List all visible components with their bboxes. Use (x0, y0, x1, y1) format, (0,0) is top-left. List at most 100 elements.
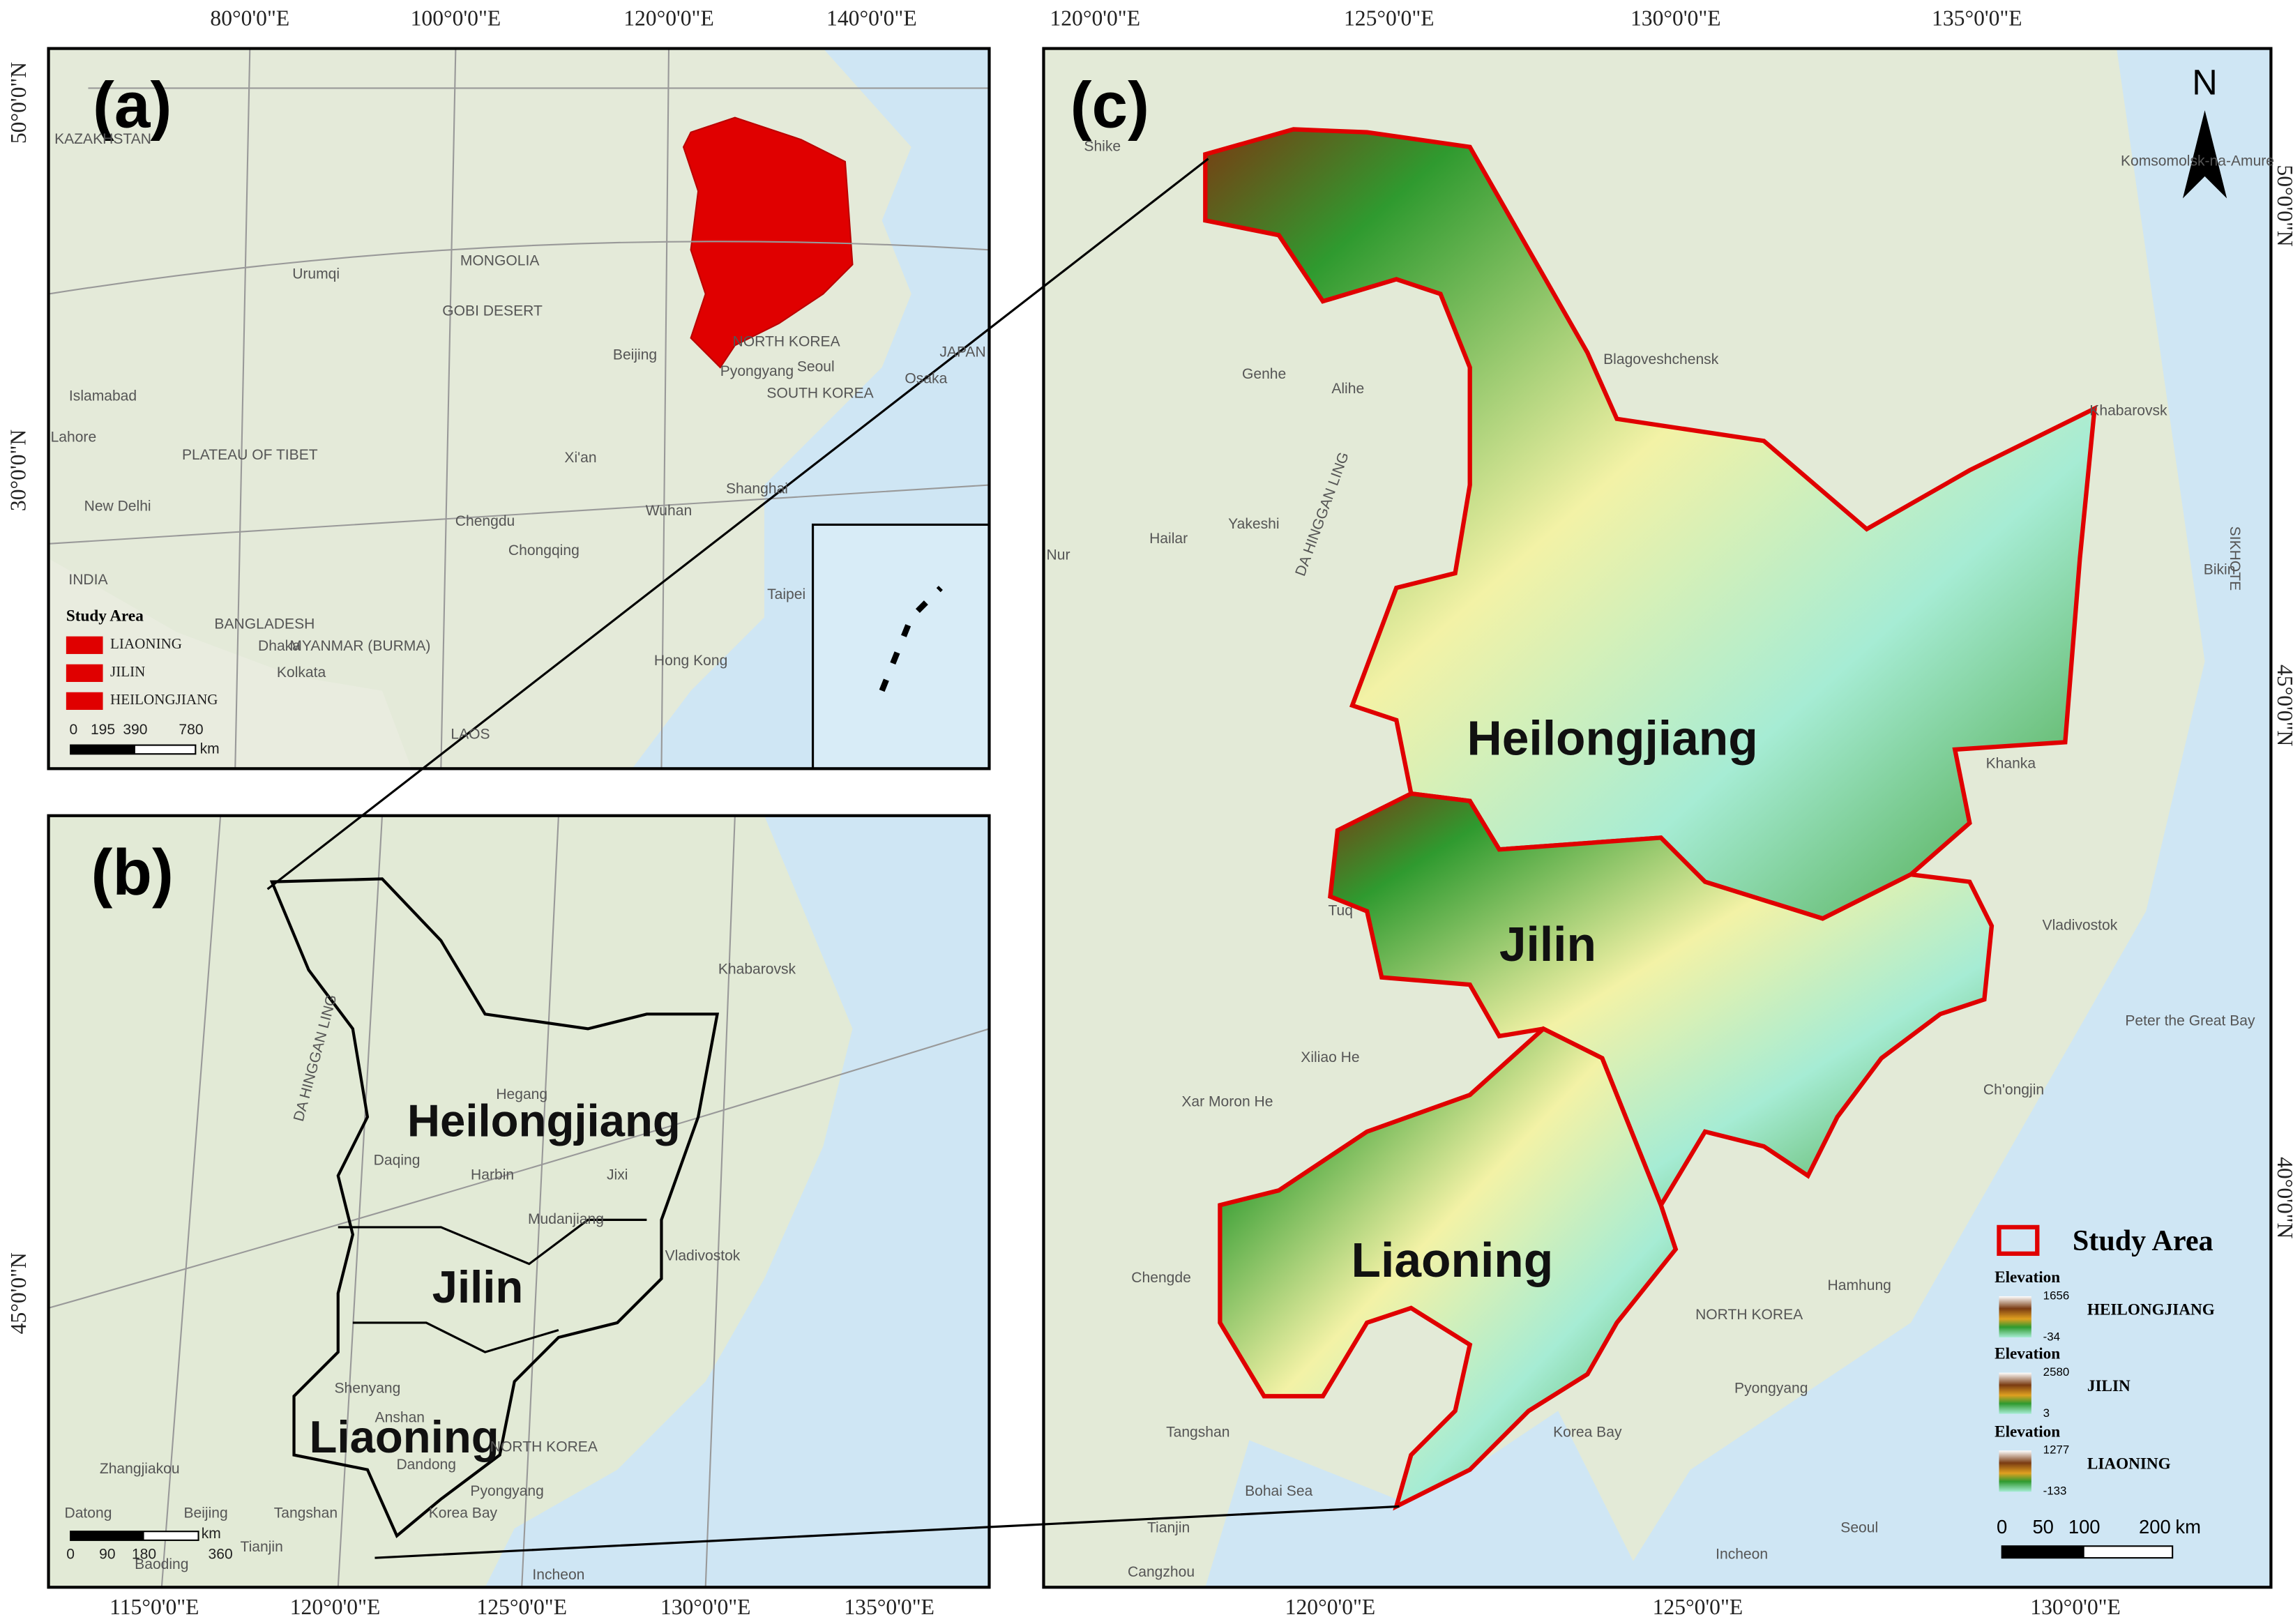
place-label: Kolkata (277, 665, 326, 681)
legend-title: Study Area (66, 607, 144, 625)
place-label: NORTH KOREA (490, 1439, 598, 1455)
lat-tick-label: 40°0'0"N (2273, 1157, 2293, 1238)
place-label: SOUTH KOREA (766, 385, 873, 401)
place-label: Ch'ongjin (1983, 1082, 2044, 1098)
place-label: Yakeshi (1228, 516, 1279, 532)
legend-swatch (66, 692, 103, 711)
legend-max: 2580 (2043, 1365, 2070, 1379)
lon-tick-label: 130°0'0"E (660, 1595, 751, 1619)
place-label: Anshan (375, 1409, 425, 1425)
place-label: Shike (1084, 138, 1121, 154)
place-label: Komsomolsk-na-Amure (2121, 153, 2274, 169)
legend-swatch (1997, 1224, 2040, 1257)
place-label: Peter the Great Bay (2125, 1012, 2255, 1029)
panel-label: (c) (1070, 69, 1149, 142)
place-label: Bikin (2204, 561, 2236, 577)
legend-swatch (66, 636, 103, 654)
legend-min: -34 (2043, 1330, 2060, 1343)
place-label: Khanka (1986, 756, 2036, 772)
place-label: Mudanjiang (528, 1211, 604, 1227)
lon-tick-label: 135°0'0"E (1932, 6, 2022, 31)
place-label: Khabarovsk (2089, 403, 2167, 419)
place-label: Shanghai (726, 480, 788, 496)
lon-tick-label: 125°0'0"E (1653, 1595, 1743, 1619)
scale-label: 0 (1997, 1516, 2007, 1538)
place-label: Osaka (905, 370, 947, 386)
scale-bar (70, 1531, 144, 1540)
legend-ramp (1999, 1450, 2031, 1492)
lat-tick-label: 45°0'0"N (2273, 665, 2293, 746)
legend-item: JILIN (110, 663, 145, 680)
place-label: Beijing (183, 1505, 227, 1521)
legend-subtitle: Elevation (1995, 1345, 2060, 1363)
lat-tick-label: 45°0'0"N (6, 1252, 31, 1334)
legend-ramp (1999, 1372, 2031, 1414)
place-label: Pyongyang (1734, 1380, 1808, 1396)
lat-tick-label: 50°0'0"N (2273, 165, 2293, 246)
scale-unit: km (2175, 1516, 2201, 1538)
place-label: Genhe (1242, 366, 1286, 382)
legend-item: JILIN (2087, 1377, 2131, 1395)
place-label: Hailar (1149, 531, 1188, 547)
place-label: Urumqi (292, 266, 340, 282)
north-label: N (2192, 63, 2218, 103)
panel-a-map (48, 48, 990, 769)
place-label: Korea Bay (1553, 1425, 1622, 1441)
scale-label: 0 (70, 722, 78, 738)
place-label: Hamhung (1828, 1277, 1891, 1293)
lat-tick-label: 50°0'0"N (6, 62, 31, 144)
legend-subtitle: Elevation (1995, 1268, 2060, 1287)
connector-line (266, 158, 1400, 1559)
panel-c-frame (1042, 47, 2273, 1589)
place-label: Blagoveshchensk (1603, 351, 1719, 367)
scale-bar (70, 745, 135, 754)
place-label: Wuhan (646, 503, 692, 519)
lon-tick-label: 130°0'0"E (1630, 6, 1721, 31)
lon-tick-label: 140°0'0"E (826, 6, 917, 31)
lon-tick-label: 125°0'0"E (476, 1595, 567, 1619)
scale-bar (2001, 1546, 2084, 1558)
place-label: Pyongyang (720, 363, 794, 379)
scale-label: 390 (123, 722, 147, 738)
place-label: Harbin (471, 1167, 514, 1183)
panel-c-map (1043, 48, 2271, 1588)
place-label: Tangshan (1166, 1425, 1229, 1441)
place-label: Islamabad (69, 388, 137, 404)
place-label: Tangshan (274, 1505, 338, 1521)
lon-tick-label: 130°0'0"E (2030, 1595, 2121, 1619)
legend-swatch (66, 664, 103, 682)
place-label: NORTH KOREA (733, 334, 840, 350)
place-label: BANGLADESH (214, 616, 315, 632)
place-label: New Delhi (84, 499, 151, 515)
place-label: Datong (65, 1505, 112, 1521)
place-label: Seoul (1840, 1520, 1878, 1536)
legend-ramp (1999, 1296, 2031, 1337)
place-label: Xi'an (564, 450, 596, 466)
place-label: Dhaka (258, 638, 301, 654)
place-label: Incheon (532, 1567, 584, 1583)
lon-tick-label: 120°0'0"E (1050, 6, 1140, 31)
place-label: MYANMAR (BURMA) (289, 638, 430, 654)
place-label: Bohai Sea (1245, 1483, 1312, 1499)
panel-a-frame (47, 47, 991, 771)
north-arrow (2182, 110, 2227, 199)
lon-tick-label: 120°0'0"E (623, 6, 714, 31)
lon-tick-label: 125°0'0"E (1344, 6, 1435, 31)
panel-label: (a) (93, 69, 172, 142)
place-label: Korea Bay (429, 1505, 498, 1521)
place-label: Chongqing (508, 542, 580, 559)
legend-title: Study Area (2073, 1224, 2213, 1257)
place-label: Alihe (1331, 381, 1364, 397)
place-label: KAZAKHSTAN (54, 131, 151, 147)
place-label: Dandong (396, 1457, 456, 1473)
place-label: Lahore (51, 430, 97, 446)
legend-max: 1656 (2043, 1289, 2070, 1302)
place-label: Xar Moron He (1181, 1093, 1273, 1109)
place-label: Tianjin (1147, 1520, 1190, 1536)
place-label: PLATEAU OF TIBET (182, 447, 318, 463)
scale-label: 780 (179, 722, 203, 738)
scale-label: 50 (2032, 1516, 2053, 1538)
place-label: NORTH KOREA (1695, 1307, 1803, 1323)
legend-item: HEILONGJIANG (110, 691, 218, 708)
lon-tick-label: 135°0'0"E (844, 1595, 934, 1619)
